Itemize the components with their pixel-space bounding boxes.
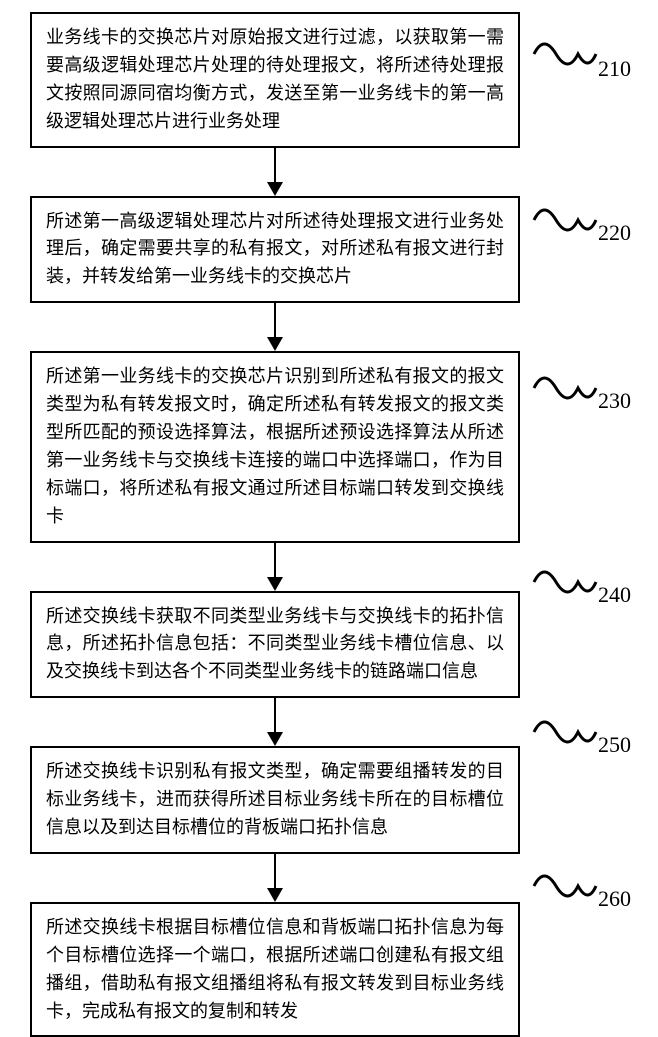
step-label-1: 210	[598, 56, 631, 82]
step-text-6: 所述交换线卡根据目标槽位信息和背板端口拓扑信息为每个目标槽位选择一个端口，根据所…	[46, 917, 504, 1021]
step-box-6: 所述交换线卡根据目标槽位信息和背板端口拓扑信息为每个目标槽位选择一个端口，根据所…	[30, 902, 520, 1037]
arrow-1	[30, 148, 520, 196]
step-text-2: 所述第一高级逻辑处理芯片对所述待处理报文进行业务处理后，确定需要共享的私有报文，…	[46, 211, 504, 287]
step-label-5: 250	[598, 732, 631, 758]
step-text-4: 所述交换线卡获取不同类型业务线卡与交换线卡的拓扑信息，所述拓扑信息包括：不同类型…	[46, 606, 504, 682]
flowchart-container: 业务线卡的交换芯片对原始报文进行过滤，以获取第一需要高级逻辑处理芯片处理的待处理…	[0, 0, 658, 1000]
wave-connector-5	[532, 710, 598, 754]
step-box-2: 所述第一高级逻辑处理芯片对所述待处理报文进行业务处理后，确定需要共享的私有报文，…	[30, 196, 520, 304]
step-label-3: 230	[598, 388, 631, 414]
step-label-6: 260	[598, 886, 631, 912]
step-text-3: 所述第一业务线卡的交换芯片识别到所述私有报文的报文类型为私有转发报文时，确定所述…	[46, 366, 504, 525]
arrow-4	[30, 698, 520, 746]
step-text-1: 业务线卡的交换芯片对原始报文进行过滤，以获取第一需要高级逻辑处理芯片处理的待处理…	[46, 27, 504, 131]
step-text-5: 所述交换线卡识别私有报文类型，确定需要组播转发的目标业务线卡，进而获得所述目标业…	[46, 761, 504, 837]
wave-connector-6	[532, 864, 598, 908]
step-box-5: 所述交换线卡识别私有报文类型，确定需要组播转发的目标业务线卡，进而获得所述目标业…	[30, 746, 520, 854]
step-box-3: 所述第一业务线卡的交换芯片识别到所述私有报文的报文类型为私有转发报文时，确定所述…	[30, 351, 520, 542]
step-label-2: 220	[598, 220, 631, 246]
arrow-3	[30, 543, 520, 591]
step-label-4: 240	[598, 582, 631, 608]
wave-connector-1	[532, 32, 598, 76]
arrow-2	[30, 303, 520, 351]
wave-connector-3	[532, 366, 598, 410]
step-box-4: 所述交换线卡获取不同类型业务线卡与交换线卡的拓扑信息，所述拓扑信息包括：不同类型…	[30, 591, 520, 699]
wave-connector-2	[532, 198, 598, 242]
arrow-5	[30, 854, 520, 902]
wave-connector-4	[532, 560, 598, 604]
step-box-1: 业务线卡的交换芯片对原始报文进行过滤，以获取第一需要高级逻辑处理芯片处理的待处理…	[30, 12, 520, 148]
